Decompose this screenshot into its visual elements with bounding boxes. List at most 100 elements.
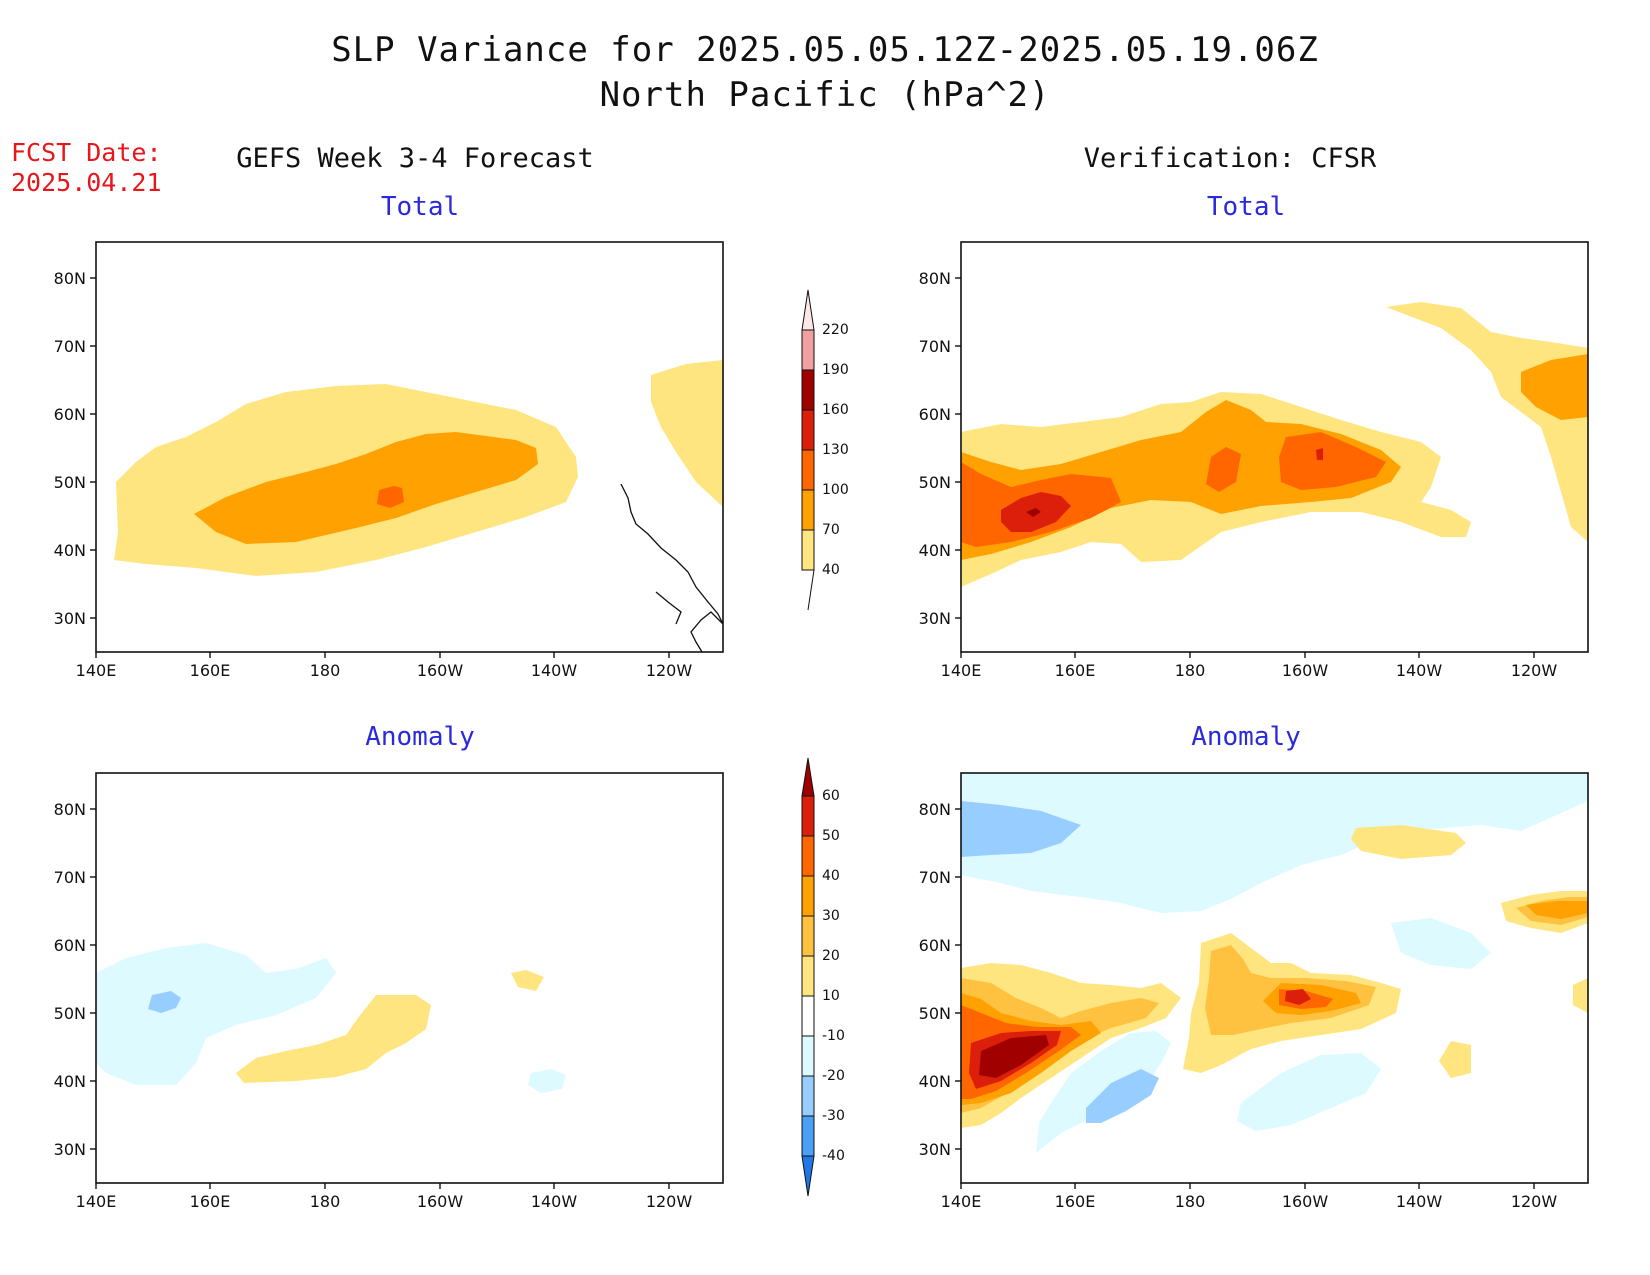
verif-anomaly-contour-60 [979, 1035, 1049, 1078]
colorbar-total-label-70: 70 [822, 522, 840, 538]
lat-label-verif-anomaly-80n: 80N [919, 800, 951, 819]
colorbar-total-label-40: 40 [822, 562, 840, 578]
figure-title: SLP Variance for 2025.05.05.12Z-2025.05.… [331, 30, 1319, 70]
lon-label-forecast-anomaly-160w: 160W [417, 1192, 464, 1211]
forecast-anomaly-contour-10 [236, 995, 431, 1083]
lat-label-verif-total-30n: 30N [919, 609, 951, 628]
lon-label-verif-total-160w: 160W [1282, 661, 1329, 680]
lon-label-forecast-total-160e: 160E [190, 661, 231, 680]
lat-label-verif-anomaly-40n: 40N [919, 1072, 951, 1091]
lon-label-verif-anomaly-140w: 140W [1396, 1192, 1443, 1211]
lat-label-forecast-total-70n: 70N [54, 337, 86, 356]
panel-title-forecast-total: Total [380, 192, 460, 222]
lat-label-verif-total-40n: 40N [919, 541, 951, 560]
forecast-anomaly-contour-neg10 [96, 943, 336, 1085]
verif-total-contour-100-c [1279, 432, 1386, 490]
forecast-anomaly-contour-neg20 [148, 991, 181, 1013]
lon-label-forecast-total-120w: 120W [646, 661, 693, 680]
lon-label-verif-anomaly-140e: 140E [941, 1192, 982, 1211]
lon-label-verif-total-180: 180 [1175, 661, 1206, 680]
column-title-forecast: GEFS Week 3-4 Forecast [236, 143, 594, 174]
lat-label-forecast-total-80n: 80N [54, 269, 86, 288]
colorbar-total-label-190: 190 [822, 362, 849, 378]
lat-label-forecast-anomaly-40n: 40N [54, 1072, 86, 1091]
verif-anomaly-contour-neg10-south [1237, 1053, 1381, 1131]
panel-title-verif-anomaly: Anomaly [1191, 722, 1301, 752]
lat-label-verif-anomaly-30n: 30N [919, 1140, 951, 1159]
panel-title-forecast-anomaly: Anomaly [365, 722, 475, 752]
forecast-anomaly-contour-10-b [511, 970, 544, 991]
colorbar-anomaly-label-neg10: -10 [822, 1028, 845, 1044]
lon-label-forecast-total-140e: 140E [76, 661, 117, 680]
verif-total-contour-70-east [1521, 354, 1588, 420]
lon-label-forecast-total-160w: 160W [417, 661, 464, 680]
map-panel-forecast-anomaly [89, 772, 724, 1190]
lat-label-forecast-anomaly-80n: 80N [54, 800, 86, 819]
verif-total-contour-100-b [1206, 447, 1241, 492]
lat-label-verif-anomaly-60n: 60N [919, 936, 951, 955]
lon-label-forecast-total-140w: 140W [531, 661, 578, 680]
colorbar-anomaly-label-neg40: -40 [822, 1148, 845, 1164]
colorbar-total: 220 190 160 130 100 70 40 [801, 289, 849, 611]
lon-label-forecast-anomaly-180: 180 [310, 1192, 341, 1211]
map-panel-verif-total [954, 241, 1589, 659]
lat-label-forecast-anomaly-30n: 30N [54, 1140, 86, 1159]
figure-subtitle: North Pacific (hPa^2) [599, 75, 1051, 115]
colorbar-anomaly-label-60: 60 [822, 788, 840, 804]
map-panel-verif-anomaly [954, 772, 1589, 1190]
lon-label-forecast-anomaly-140e: 140E [76, 1192, 117, 1211]
lon-label-verif-anomaly-180: 180 [1175, 1192, 1206, 1211]
lat-label-forecast-anomaly-70n: 70N [54, 868, 86, 887]
colorbar-anomaly-label-50: 50 [822, 828, 840, 844]
colorbar-anomaly-label-neg20: -20 [822, 1068, 845, 1084]
verif-anomaly-contour-neg20 [961, 801, 1081, 857]
lat-label-forecast-total-60n: 60N [54, 405, 86, 424]
forecast-anomaly-contour-neg10-b [528, 1069, 566, 1093]
forecast-date-label: FCST Date: 2025.04.21 [11, 138, 162, 198]
lat-label-verif-total-70n: 70N [919, 337, 951, 356]
forecast-total-contour-40-east [651, 360, 723, 507]
lon-label-forecast-anomaly-160e: 160E [190, 1192, 231, 1211]
colorbar-total-label-100: 100 [822, 482, 849, 498]
lon-label-forecast-anomaly-120w: 120W [646, 1192, 693, 1211]
lat-label-verif-total-60n: 60N [919, 405, 951, 424]
fcst-date: 2025.04.21 [11, 168, 162, 197]
lat-label-verif-anomaly-70n: 70N [919, 868, 951, 887]
verif-anomaly-contour-neg10-north [961, 773, 1588, 913]
colorbar-total-label-220: 220 [822, 322, 849, 338]
verif-anomaly-contour-50-central [1285, 989, 1311, 1005]
colorbar-total-label-160: 160 [822, 402, 849, 418]
lon-label-verif-total-120w: 120W [1511, 661, 1558, 680]
lat-label-forecast-total-40n: 40N [54, 541, 86, 560]
lat-label-forecast-anomaly-60n: 60N [54, 936, 86, 955]
forecast-total-contour-70 [194, 432, 538, 544]
verif-anomaly-contour-neg20-mid [1086, 1069, 1159, 1123]
colorbar-anomaly-label-20: 20 [822, 948, 840, 964]
colorbar-anomaly-label-10: 10 [822, 988, 840, 1004]
verif-anomaly-contour-10-north [1351, 825, 1466, 859]
verif-anomaly-contour-neg10-east [1391, 918, 1491, 969]
verif-total-contour-40-north [1386, 302, 1588, 542]
lat-label-verif-anomaly-50n: 50N [919, 1004, 951, 1023]
lon-label-forecast-anomaly-140w: 140W [531, 1192, 578, 1211]
colorbar-anomaly-label-neg30: -30 [822, 1108, 845, 1124]
lon-label-verif-total-140w: 140W [1396, 661, 1443, 680]
verif-total-contour-160 [1026, 508, 1041, 517]
colorbar-total-label-130: 130 [822, 442, 849, 458]
map-panel-forecast-total [89, 241, 724, 659]
lon-label-forecast-total-180: 180 [310, 661, 341, 680]
verif-total-contour-130-b [1316, 448, 1323, 460]
colorbar-anomaly-label-40: 40 [822, 868, 840, 884]
verif-anomaly-contour-30-east [1526, 901, 1588, 919]
verif-anomaly-contour-10-small [1573, 978, 1588, 1013]
panel-title-verif-total: Total [1206, 192, 1286, 222]
lat-label-verif-total-80n: 80N [919, 269, 951, 288]
lon-label-verif-total-160e: 160E [1055, 661, 1096, 680]
lon-label-verif-anomaly-120w: 120W [1511, 1192, 1558, 1211]
verif-anomaly-contour-10-pnw [1439, 1041, 1471, 1078]
colorbar-anomaly-label-30: 30 [822, 908, 840, 924]
lon-label-verif-total-140e: 140E [941, 661, 982, 680]
colorbar-anomaly: 60 50 40 30 20 10 -10 -20 -30 -40 [801, 757, 845, 1197]
lat-label-forecast-total-50n: 50N [54, 473, 86, 492]
